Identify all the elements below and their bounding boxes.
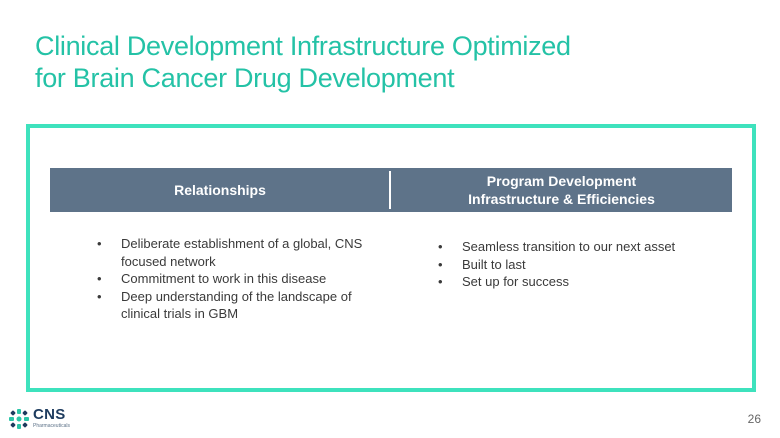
relationships-header: Relationships — [50, 168, 390, 212]
page-number: 26 — [747, 412, 761, 426]
table-header-bar: Relationships Program Development Infras… — [50, 168, 732, 212]
logo-mark-icon — [9, 409, 29, 429]
logo-subtitle: Pharmaceuticals — [33, 423, 70, 429]
slide-title: Clinical Development Infrastructure Opti… — [35, 30, 755, 94]
header-divider — [389, 171, 391, 209]
list-item: Seamless transition to our next asset — [438, 238, 728, 256]
content-frame — [26, 124, 756, 392]
relationships-list: Deliberate establishment of a global, CN… — [97, 235, 367, 323]
list-item: Built to last — [438, 256, 728, 274]
program-development-header: Program Development Infrastructure & Eff… — [391, 168, 732, 212]
slide-title-line-1: Clinical Development Infrastructure Opti… — [35, 31, 571, 61]
program-development-header-line-1: Program Development — [486, 173, 637, 189]
program-development-header-line-2: Infrastructure & Efficiencies — [468, 191, 655, 207]
slide-title-line-2: for Brain Cancer Drug Development — [35, 63, 455, 93]
list-item: Deep understanding of the landscape of c… — [97, 288, 367, 323]
company-logo: CNS Pharmaceuticals — [8, 407, 78, 433]
logo-wordmark: CNS — [33, 406, 66, 423]
relationships-header-label: Relationships — [174, 182, 266, 198]
program-development-list: Seamless transition to our next asset Bu… — [438, 238, 728, 291]
list-item: Deliberate establishment of a global, CN… — [97, 235, 367, 270]
list-item: Set up for success — [438, 273, 728, 291]
list-item: Commitment to work in this disease — [97, 270, 367, 288]
